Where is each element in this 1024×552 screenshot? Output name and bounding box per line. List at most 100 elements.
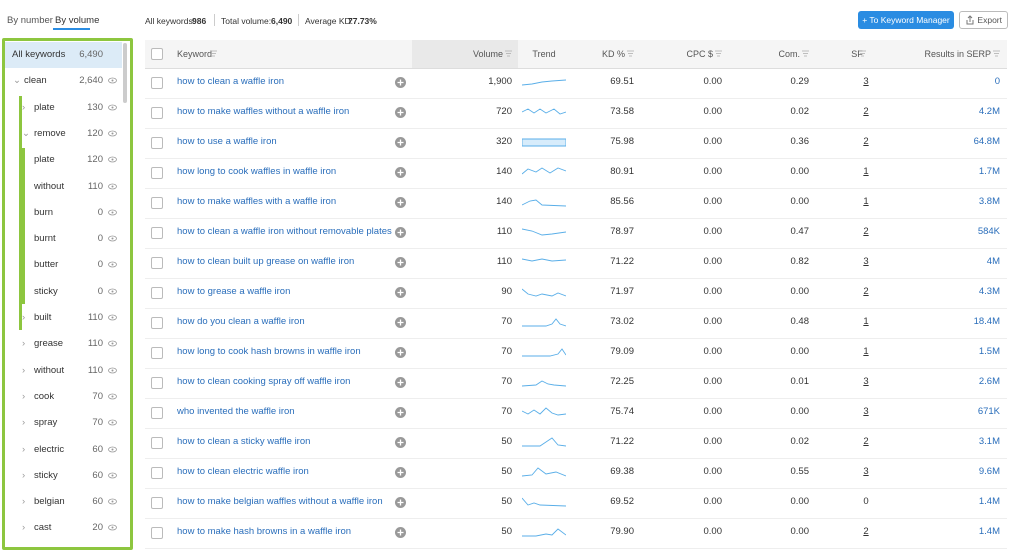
tree-toggle[interactable]: › xyxy=(22,364,26,376)
results-in-serp[interactable]: 671K xyxy=(977,406,1000,417)
keyword-link[interactable]: how to grease a waffle iron xyxy=(177,286,291,297)
results-in-serp[interactable]: 2.6M xyxy=(978,376,1000,387)
tree-label[interactable]: grease xyxy=(34,338,64,350)
results-in-serp[interactable]: 4M xyxy=(986,256,1000,267)
serp-features[interactable]: 1 xyxy=(863,196,869,207)
checkbox[interactable] xyxy=(151,107,163,119)
serp-features[interactable]: 3 xyxy=(863,466,869,477)
keyword-link[interactable]: how to clean built up grease on waffle i… xyxy=(177,256,355,267)
checkbox[interactable] xyxy=(151,377,163,389)
serp-features[interactable]: 2 xyxy=(863,526,869,537)
results-in-serp[interactable]: 4.2M xyxy=(978,106,1000,117)
keyword-link[interactable]: how to make waffles without a waffle iro… xyxy=(177,106,350,117)
keyword-link[interactable]: who invented the waffle iron xyxy=(177,406,295,417)
keyword-link[interactable]: how to make hash browns in a waffle iron xyxy=(177,526,352,537)
checkbox[interactable] xyxy=(151,527,163,539)
keyword-link[interactable]: how to clean cooking spray off waffle ir… xyxy=(177,376,351,387)
results-in-serp[interactable]: 0 xyxy=(994,76,1000,87)
column-header[interactable]: SF xyxy=(851,49,863,59)
tree-label[interactable]: without xyxy=(34,180,65,192)
serp-features[interactable]: 3 xyxy=(863,76,869,87)
button-export[interactable]: Export xyxy=(959,11,1008,29)
keyword-link[interactable]: how to clean a sticky waffle iron xyxy=(177,436,311,447)
checkbox[interactable] xyxy=(151,437,163,449)
column-header[interactable]: CPC $ xyxy=(686,49,713,59)
keyword-link[interactable]: how to clean electric waffle iron xyxy=(177,466,309,477)
serp-features[interactable]: 1 xyxy=(863,346,869,357)
tree-label[interactable]: burnt xyxy=(34,233,56,245)
tree-toggle[interactable]: › xyxy=(22,338,26,350)
keyword-link[interactable]: how to clean a waffle iron without remov… xyxy=(177,226,392,237)
tree-toggle[interactable]: › xyxy=(22,469,26,481)
keyword-link[interactable]: how to clean a waffle iron xyxy=(177,76,285,87)
results-in-serp[interactable]: 3.8M xyxy=(978,196,1000,207)
tree-label[interactable]: All keywords xyxy=(12,49,66,60)
results-in-serp[interactable]: 4.3M xyxy=(978,286,1000,297)
results-in-serp[interactable]: 3.1M xyxy=(978,436,1000,447)
keyword-link[interactable]: how long to cook waffles in waffle iron xyxy=(177,166,337,177)
tree-label[interactable]: without xyxy=(34,364,65,376)
serp-features[interactable]: 2 xyxy=(863,106,869,117)
tree-toggle[interactable]: › xyxy=(22,443,26,455)
column-header[interactable]: Com. xyxy=(778,49,800,59)
tree-label[interactable]: plate xyxy=(34,154,55,166)
checkbox[interactable] xyxy=(151,48,163,60)
checkbox[interactable] xyxy=(151,167,163,179)
checkbox[interactable] xyxy=(151,467,163,479)
keyword-link[interactable]: how do you clean a waffle iron xyxy=(177,316,305,327)
tree-toggle[interactable]: › xyxy=(22,522,26,534)
results-in-serp[interactable]: 584K xyxy=(977,226,1000,237)
column-header[interactable]: Volume xyxy=(472,49,503,59)
checkbox[interactable] xyxy=(151,407,163,419)
checkbox[interactable] xyxy=(151,287,163,299)
results-in-serp[interactable]: 18.4M xyxy=(973,316,1000,327)
column-header[interactable]: Keyword xyxy=(177,49,213,59)
checkbox[interactable] xyxy=(151,197,163,209)
tree-toggle[interactable]: ⌄ xyxy=(13,75,21,87)
tree-label[interactable]: sticky xyxy=(34,469,58,481)
serp-features[interactable]: 1 xyxy=(863,166,869,177)
serp-features[interactable]: 3 xyxy=(863,376,869,387)
checkbox[interactable] xyxy=(151,257,163,269)
tree-label[interactable]: spray xyxy=(34,417,58,429)
checkbox[interactable] xyxy=(151,317,163,329)
keyword-link[interactable]: how to make belgian waffles without a wa… xyxy=(177,496,383,507)
results-in-serp[interactable]: 1.4M xyxy=(978,526,1000,537)
tree-label[interactable]: plate xyxy=(34,101,55,113)
tree-toggle[interactable]: › xyxy=(22,101,26,113)
results-in-serp[interactable]: 1.7M xyxy=(978,166,1000,177)
tree-label[interactable]: built xyxy=(34,312,52,323)
column-header[interactable]: Results in SERP xyxy=(924,49,991,59)
tree-label[interactable]: clean xyxy=(24,75,47,87)
column-header[interactable]: KD % xyxy=(601,49,625,59)
tree-label[interactable]: electric xyxy=(34,443,65,455)
tree-toggle[interactable]: › xyxy=(22,417,26,429)
serp-features[interactable]: 2 xyxy=(863,226,869,237)
checkbox[interactable] xyxy=(151,497,163,509)
keyword-link[interactable]: how long to cook hash browns in waffle i… xyxy=(177,346,361,357)
checkbox[interactable] xyxy=(151,347,163,359)
serp-features[interactable]: 2 xyxy=(863,136,869,147)
tree-label[interactable]: butter xyxy=(34,259,59,271)
tree-label[interactable]: cast xyxy=(34,522,52,534)
button-keyword-manager[interactable]: + To Keyword Manager xyxy=(858,11,954,29)
tree-label[interactable]: belgian xyxy=(34,496,65,508)
keyword-link[interactable]: how to make waffles with a waffle iron xyxy=(177,196,337,207)
tree-label[interactable]: sticky xyxy=(34,285,58,297)
tree-label[interactable]: cook xyxy=(34,390,55,402)
tree-toggle[interactable]: › xyxy=(22,496,26,508)
tree-label[interactable]: burn xyxy=(34,206,54,218)
keyword-link[interactable]: how to use a waffle iron xyxy=(177,136,277,147)
tree-toggle[interactable]: ⌄ xyxy=(22,127,30,139)
serp-features[interactable]: 1 xyxy=(863,316,869,327)
results-in-serp[interactable]: 1.5M xyxy=(978,346,1000,357)
column-header[interactable]: Trend xyxy=(532,49,556,59)
serp-features[interactable]: 3 xyxy=(863,256,869,267)
serp-features[interactable]: 2 xyxy=(863,436,869,447)
results-in-serp[interactable]: 9.6M xyxy=(978,466,1000,477)
serp-features[interactable]: 3 xyxy=(863,406,869,417)
checkbox[interactable] xyxy=(151,227,163,239)
results-in-serp[interactable]: 64.8M xyxy=(973,136,1000,147)
checkbox[interactable] xyxy=(151,137,163,149)
results-in-serp[interactable]: 1.4M xyxy=(978,496,1000,507)
